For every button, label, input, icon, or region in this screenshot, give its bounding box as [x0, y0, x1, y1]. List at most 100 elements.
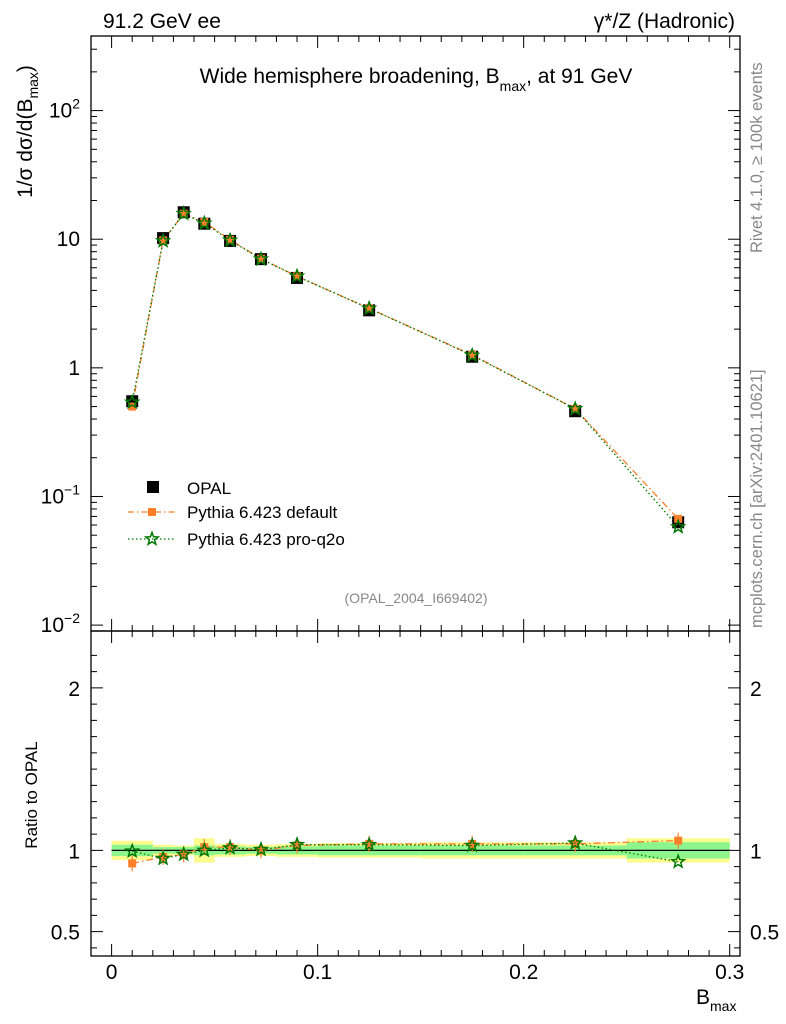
- ratio-point-proq2o: [360, 836, 378, 852]
- ratio-point-proq2o: [221, 839, 239, 855]
- xtick-labels: 0 0.1 0.2 0.3: [106, 961, 745, 984]
- main-ytick-label: 10−1: [41, 481, 81, 508]
- header-left: 91.2 GeV ee: [103, 10, 221, 33]
- data-point-default: [179, 209, 188, 218]
- xtick-label: 0.2: [509, 961, 538, 984]
- x-axis-label-main: B: [696, 986, 710, 1009]
- ratio-ylabel: Ratio to OPAL: [22, 741, 41, 848]
- main-ylabel: 1/σ dσ/d(Bmax): [14, 65, 41, 198]
- main-ylabel-pre: 1/σ dσ/d(B: [14, 99, 37, 198]
- legend-star-shape: [143, 530, 161, 546]
- ratio-axis-ticks: [91, 631, 740, 956]
- data-point-proq2o: [463, 346, 481, 363]
- data-point-proq2o: [288, 267, 306, 284]
- ratio-ytick-label-left: 0.5: [51, 922, 80, 945]
- ratio-ytick-label-right: 0.5: [750, 922, 779, 945]
- chart-title-post: , at 91 GeV: [526, 65, 632, 88]
- xtick-label: 0.1: [303, 961, 332, 984]
- ratio-panel-frame: [90, 630, 741, 957]
- data-point-default: [256, 254, 265, 263]
- ratio-point-proq2o: [288, 836, 306, 852]
- ratio-point-default: [226, 843, 235, 852]
- ratio-point-default: [674, 836, 683, 845]
- ratio-point-proq2o: [566, 834, 584, 851]
- ratio-ytick-label-right: 2: [750, 678, 762, 701]
- data-point-proq2o: [221, 231, 239, 248]
- ytick-label-base: 10: [49, 100, 72, 123]
- data-point-proq2o: [566, 400, 584, 416]
- xtick-label: 0: [106, 961, 118, 984]
- main-ytick-label: 10−2: [41, 610, 81, 637]
- xtick-label: 0.3: [715, 961, 744, 984]
- ratio-point-default: [256, 846, 265, 855]
- x-axis-label-sub: max: [710, 998, 736, 1014]
- ratio-ytick-label-left: 1: [68, 840, 80, 863]
- ratio-point-default: [365, 839, 374, 848]
- ratio-point-default: [128, 859, 137, 868]
- legend-marker-default: [148, 508, 156, 516]
- ratio-point-proq2o: [196, 841, 213, 858]
- data-point-proq2o: [252, 250, 270, 267]
- ratio-point-default: [571, 839, 580, 848]
- ratio-point-proq2o: [175, 845, 192, 862]
- ratio-ytick-label-left: 2: [68, 678, 80, 701]
- ratio-series: [123, 832, 687, 872]
- side-label-bottom: mcplots.cern.ch [arXiv:2401.10621]: [748, 369, 766, 628]
- legend-marker-proq2o: [143, 530, 161, 546]
- ratio-point-default: [200, 843, 209, 852]
- ytick-label-exponent: 2: [72, 96, 80, 112]
- data-point-proq2o: [175, 205, 192, 221]
- data-point-default: [128, 402, 137, 411]
- data-point-default: [293, 272, 302, 281]
- data-point-default: [159, 236, 168, 245]
- legend: OPAL Pythia 6.423 default Pythia 6.423 p…: [128, 479, 345, 549]
- ratio-ytick-labels: 0.5 0.5 1 1 2 2: [51, 678, 779, 945]
- ytick-label-base: 10: [57, 228, 80, 251]
- ratio-point-proq2o: [123, 842, 141, 859]
- main-ylabel-post: ): [14, 65, 37, 72]
- main-ytick-label: 102: [49, 96, 80, 123]
- data-point-default: [200, 218, 209, 227]
- data-point-proq2o: [669, 518, 687, 534]
- x-axis-label: Bmax: [696, 986, 736, 1014]
- ratio-point-proq2o: [252, 840, 270, 857]
- data-point-default: [226, 235, 235, 244]
- ratio-point-proq2o: [154, 849, 172, 866]
- ytick-label-base: 1: [68, 357, 80, 380]
- data-point-default: [365, 304, 374, 313]
- chart-title-pre: Wide hemisphere broadening, B: [200, 65, 500, 88]
- data-point-default: [468, 350, 477, 359]
- legend-label-proq2o: Pythia 6.423 pro-q2o: [187, 530, 345, 549]
- data-point-proq2o: [360, 299, 378, 316]
- data-point-proq2o: [154, 232, 172, 248]
- header-right: γ*/Z (Hadronic): [594, 10, 735, 33]
- main-ylabel-sub: max: [25, 72, 41, 98]
- series-line-1: [131, 212, 679, 520]
- legend-marker-opal: [147, 481, 159, 493]
- ratio-ytick-label-right: 1: [750, 840, 762, 863]
- main-axis-ticks: [91, 36, 740, 631]
- main-ytick-label: 10: [57, 228, 80, 251]
- ytick-label-base: 10: [41, 485, 64, 508]
- data-point-proq2o: [196, 214, 213, 231]
- legend-label-default: Pythia 6.423 default: [187, 503, 338, 522]
- main-series-markers: [123, 205, 687, 534]
- ytick-label-exponent: −1: [64, 481, 80, 497]
- legend-label-opal: OPAL: [187, 479, 231, 498]
- main-ytick-label: 1: [68, 357, 80, 380]
- chart-title: Wide hemisphere broadening, Bmax, at 91 …: [200, 65, 633, 94]
- chart-title-sub: max: [500, 78, 526, 94]
- ratio-point-proq2o: [669, 853, 687, 869]
- data-point-proq2o: [123, 393, 141, 410]
- ratio-point-default: [468, 839, 477, 848]
- ytick-label-exponent: −2: [64, 610, 80, 626]
- analysis-id: (OPAL_2004_I669402): [345, 590, 488, 606]
- ytick-label-base: 10: [41, 614, 64, 637]
- ratio-point-default: [159, 852, 168, 861]
- ratio-line-1: [132, 842, 679, 863]
- ratio-point-default: [293, 841, 302, 850]
- data-point-default: [571, 404, 580, 413]
- side-label-top: Rivet 4.1.0, ≥ 100k events: [748, 62, 766, 253]
